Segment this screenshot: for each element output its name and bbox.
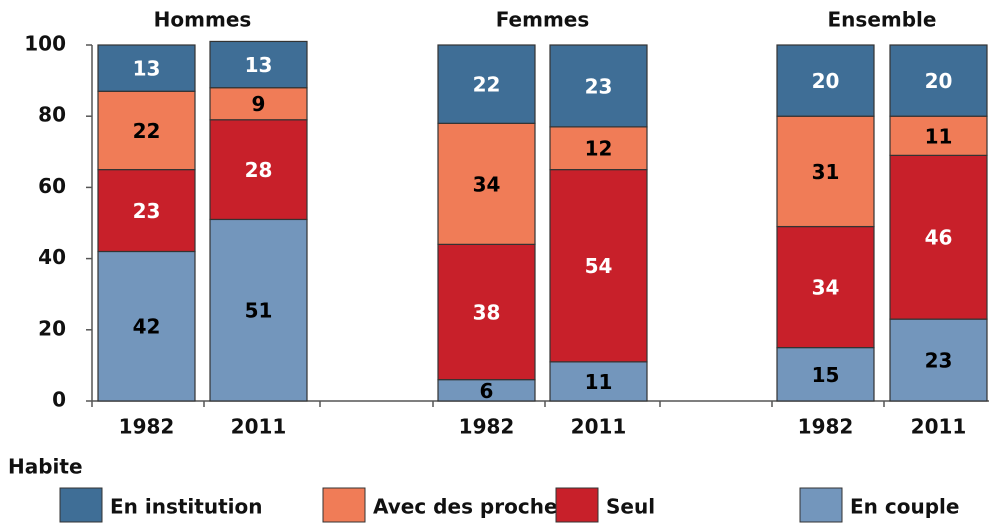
y-tick-label: 20 [38,316,66,340]
bar-segment [549,126,648,171]
bar-segment [776,115,875,228]
data-label: 22 [473,73,501,97]
bar-segment [776,44,875,117]
x-tick-label: 2011 [231,415,287,439]
data-label: 13 [133,57,161,81]
group-label: Femmes [496,8,590,32]
data-label: 20 [812,69,840,93]
data-label: 23 [925,349,953,373]
y-tick-label: 80 [38,103,66,127]
data-label: 9 [252,92,266,116]
x-tick-label: 1982 [119,415,175,439]
data-label: 11 [925,124,953,148]
data-label: 12 [585,137,613,161]
data-label: 13 [245,53,273,77]
x-tick-label: 2011 [571,415,627,439]
y-tick-label: 60 [38,174,66,198]
y-tick-label: 40 [38,245,66,269]
bar-segment [97,90,196,171]
legend-swatch [322,487,366,523]
bar-segment [97,44,196,92]
data-label: 28 [245,158,273,182]
data-label: 11 [585,370,613,394]
bar-segment [437,243,536,381]
data-label: 51 [245,299,273,323]
group-label: Ensemble [828,8,937,32]
legend-swatch [555,487,599,523]
data-label: 20 [925,69,953,93]
legend-label: Seul [606,495,655,519]
y-tick-label: 0 [52,388,66,412]
data-label: 23 [133,199,161,223]
data-label: 6 [480,379,494,403]
bar-segment [549,44,648,128]
bar-segment [209,119,308,221]
legend-swatch [799,487,843,523]
y-tick-label: 100 [24,32,66,56]
x-tick-label: 1982 [459,415,515,439]
data-label: 22 [133,119,161,143]
data-label: 15 [812,363,840,387]
data-label: 34 [812,276,840,300]
bar-segment [889,115,988,156]
x-tick-label: 2011 [911,415,967,439]
data-label: 38 [473,301,501,325]
bar-segment [549,169,648,363]
group-label: Hommes [154,8,252,32]
bar-segment [889,318,988,402]
legend-title: Habite [8,455,83,479]
bar-segment [776,347,875,402]
bar-segment [776,225,875,349]
x-tick-label: 1982 [798,415,854,439]
bar-segment [97,250,196,402]
legend-swatch [59,487,103,523]
data-label: 34 [473,172,501,196]
bar-segment [889,44,988,117]
bar-segment [97,169,196,253]
bar-segment [549,361,648,402]
legend-label: En couple [850,495,959,519]
bar-segment [437,44,536,124]
legend-label: Avec des proches [373,495,569,519]
legend-label: En institution [110,495,262,519]
bar-segment [437,122,536,245]
data-label: 31 [812,160,840,184]
bar-segment [209,40,308,89]
data-label: 42 [133,315,161,339]
data-label: 23 [585,74,613,98]
data-label: 46 [925,226,953,250]
bar-segment [209,218,308,402]
data-label: 54 [585,254,613,278]
